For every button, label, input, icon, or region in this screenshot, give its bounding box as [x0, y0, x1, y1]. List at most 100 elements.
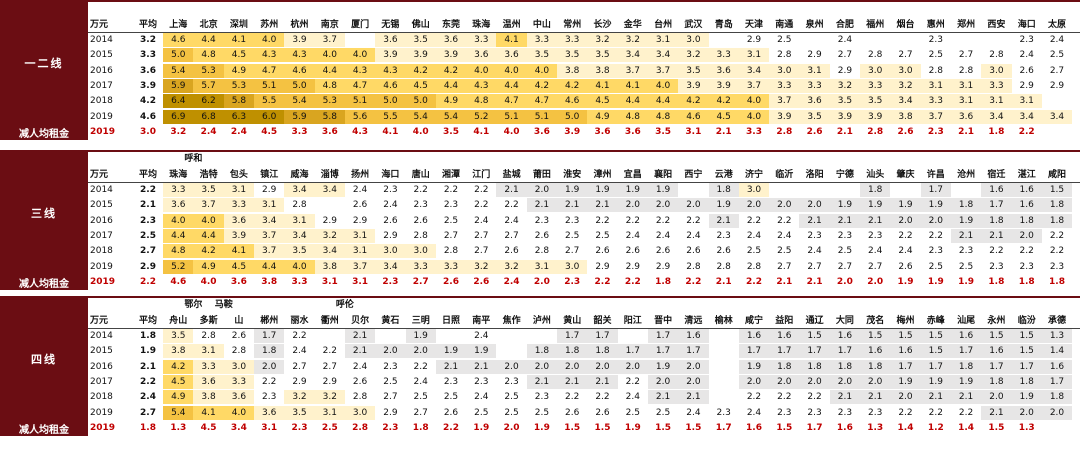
section-tier3-value-cell: 1.5: [1041, 183, 1073, 197]
section-tier4-year: 2014: [90, 331, 113, 341]
section-tier3-value-cell: 2.4: [868, 246, 883, 257]
section-tier1-col-header: 南京: [320, 20, 339, 30]
section-tier4-col-header: 黄石: [381, 316, 400, 326]
section-tier1-value-cell: 3.1: [647, 33, 679, 47]
section-tier4-value-cell: 2.0: [678, 374, 709, 389]
section-tier3-value-cell: 1.8: [708, 183, 739, 197]
section-tier4-value-cell: 1.6: [950, 329, 982, 343]
section-tier4-value-cell: 2.1: [344, 329, 376, 343]
section-tier1-value-cell: 2.9: [1019, 80, 1034, 91]
section-tier4-value-cell: 1.8: [140, 331, 156, 341]
section-tier1-value-cell: 2.7: [898, 50, 913, 61]
section-tier4-value-cell: 2.4: [474, 331, 489, 341]
section-tier1-summary-cell: 3.2: [170, 126, 187, 137]
section-tier3-value-cell: 2.5: [443, 215, 459, 226]
section-tier3-col-header: 海口: [381, 170, 400, 180]
section-tier4-value-cell: 3.1: [193, 344, 224, 359]
section-tier4-value-cell: 1.6: [738, 329, 770, 343]
section-tier4-summary-cell: 2.5: [321, 422, 338, 433]
section-tier3-value-cell: 4.4: [254, 259, 285, 274]
section-tier3-value-cell: 3.1: [526, 259, 558, 274]
section-tier3-value-cell: 2.6: [898, 261, 913, 272]
section-tier1-value-cell: 3.5: [587, 48, 618, 63]
section-tier3-value-cell: 2.7: [565, 246, 580, 257]
section-tier3-value-cell: 2.1: [526, 198, 558, 213]
section-tier4-value-cell: 1.5: [981, 329, 1012, 343]
section-tier3-value-cell: 2.0: [799, 198, 830, 213]
section-tier4-value-cell: 2.5: [625, 407, 640, 418]
section-tier3-value-cell: 1.9: [890, 198, 921, 213]
section-tier1-value-cell: 4.0: [466, 63, 497, 78]
section-tier4-value-cell: [315, 329, 345, 343]
section-tier4-value-cell: 1.8: [860, 359, 891, 374]
section-tier1-col-header: 无锡: [381, 20, 400, 30]
section-tier4-col-header: 丽水: [290, 316, 309, 326]
section-tier1-value-cell: 3.0: [890, 63, 921, 78]
section-tier4-col-header: 多斯: [199, 316, 218, 326]
section-tier4-value-cell: [527, 329, 557, 343]
section-tier3-summary-cell: 3.1: [321, 276, 338, 287]
section-tier3-value-cell: 2.2: [413, 185, 428, 195]
section-tier1-value-cell: 5.1: [526, 109, 558, 124]
section-tier1-value-cell: [890, 33, 920, 47]
section-tier1-value-cell: 4.9: [223, 63, 255, 78]
section-tier3-value-cell: 3.6: [163, 198, 194, 213]
section-tier4-col-header: 南平: [472, 316, 491, 326]
section-tier4-value-cell: 1.6: [981, 344, 1012, 359]
section-tier3-col-header: 扬州: [351, 170, 370, 180]
section-tier4-summary-cell: 1.3: [867, 422, 884, 433]
section-tier4-col-header: 茂名: [866, 316, 885, 326]
section-tier4-value-cell: 4.9: [163, 390, 194, 405]
section-tier1-value-cell: 2.3: [1019, 35, 1034, 45]
section-tier3-summary-year: 2019: [90, 276, 116, 287]
section-tier4-col-header: 日照: [441, 316, 460, 326]
section-tier1-value-cell: 3.2: [890, 78, 921, 93]
section-tier1-summary-cell: 3.6: [321, 126, 338, 137]
section-tier1-value-cell: 2.5: [1049, 50, 1065, 61]
section-tier1-value-cell: 4.8: [193, 48, 224, 63]
section-tier3-col-header: 江门: [472, 170, 491, 180]
section-tier3-summary-cell: 2.2: [624, 276, 641, 287]
section-tier1-summary-cell: 3.6: [624, 126, 641, 137]
section-tier4-summary-cell: 1.8: [412, 422, 429, 433]
section-tier1-value-cell: 4.0: [314, 48, 345, 63]
section-tier4-col-header: 山: [234, 316, 244, 326]
section-tier3-summary-cell: 2.2: [594, 276, 611, 287]
section-tier4-value-cell: 2.2: [625, 376, 640, 387]
section-tier1-summary-cell: 3.1: [685, 126, 702, 137]
section-tier4-value-cell: 5.4: [163, 405, 194, 420]
section-tier1-year: 2018: [90, 96, 113, 107]
section-tier3-col-header: 镇江: [260, 170, 279, 180]
section-tier3-value-cell: 2.1: [950, 228, 982, 243]
section-tier4-summary-cell: 1.9: [624, 422, 641, 433]
section-tier4-col-header: 黄山: [563, 316, 582, 326]
section-tier3-value-cell: 1.9: [617, 183, 648, 197]
section-tier3-col-header: 洛阳: [805, 170, 824, 180]
section-tier1-value-cell: 2.4: [837, 35, 853, 45]
section-tier1-value-cell: 4.2: [708, 94, 739, 109]
section-tier4-summary-cell: 2.3: [291, 422, 308, 433]
section-tier4-summary-cell: 1.5: [564, 422, 581, 433]
section-tier3-value-cell: 3.2: [496, 259, 527, 274]
section-tier1-value-cell: [860, 33, 890, 47]
section-tier3-value-cell: 4.1: [223, 244, 255, 259]
section-tier3-value-cell: 2.2: [989, 246, 1004, 257]
section-tier1-value-cell: 4.4: [617, 94, 648, 109]
section-tier3-value-cell: [890, 183, 920, 197]
section-tier4-value-cell: 1.8: [587, 344, 618, 359]
section-tier4-value-cell: 2.4: [746, 407, 762, 418]
section-tier1-value-cell: 3.0: [678, 33, 709, 47]
section-tier4-value-cell: 2.1: [647, 390, 679, 405]
section-tier4-value-cell: 2.1: [587, 374, 618, 389]
section-tier3-col-header: 莆田: [532, 170, 551, 180]
section-tier4-value-cell: 2.5: [443, 392, 459, 403]
section-tier4-value-cell: 4.2: [163, 359, 194, 374]
section-tier1-value-cell: 4.2: [557, 78, 588, 93]
section-tier4-value-cell: 1.7: [1011, 359, 1042, 374]
section-tier3-value-cell: 1.9: [647, 183, 679, 197]
section-tier1-col-header: 长沙: [593, 20, 612, 30]
section-tier1-summary-cell: 3.0: [140, 126, 156, 137]
section-tier1-value-cell: 3.4: [1011, 109, 1042, 124]
section-tier4-value-cell: 1.8: [769, 359, 800, 374]
section-tier1-summary-label: 减人均租金: [0, 124, 88, 140]
